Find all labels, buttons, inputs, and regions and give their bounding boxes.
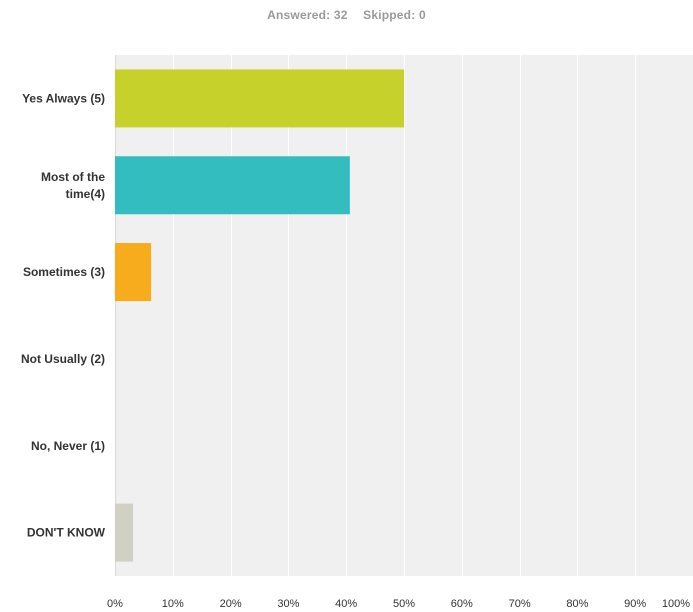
x-tick-label: 20%	[220, 598, 242, 610]
x-tick-label: 30%	[277, 598, 299, 610]
category-label: Sometimes (3)	[23, 265, 105, 279]
x-tick-label: 100%	[662, 598, 690, 610]
x-tick-label: 40%	[335, 598, 357, 610]
x-tick-label: 10%	[162, 598, 184, 610]
x-tick-label: 70%	[509, 598, 531, 610]
x-tick-label: 50%	[393, 598, 415, 610]
category-label: No, Never (1)	[31, 439, 105, 453]
x-tick-label: 0%	[107, 598, 123, 610]
category-label: Most of the	[41, 170, 105, 184]
category-label: Yes Always (5)	[22, 91, 105, 105]
category-label: Not Usually (2)	[21, 352, 105, 366]
x-tick-label: 60%	[451, 598, 473, 610]
category-label: DON'T KNOW	[27, 526, 106, 540]
bar	[115, 504, 133, 562]
x-tick-label: 90%	[624, 598, 646, 610]
category-label: time(4)	[66, 187, 105, 201]
bar	[115, 243, 151, 301]
bar	[115, 156, 350, 214]
x-tick-label: 80%	[566, 598, 588, 610]
bar	[115, 69, 404, 127]
